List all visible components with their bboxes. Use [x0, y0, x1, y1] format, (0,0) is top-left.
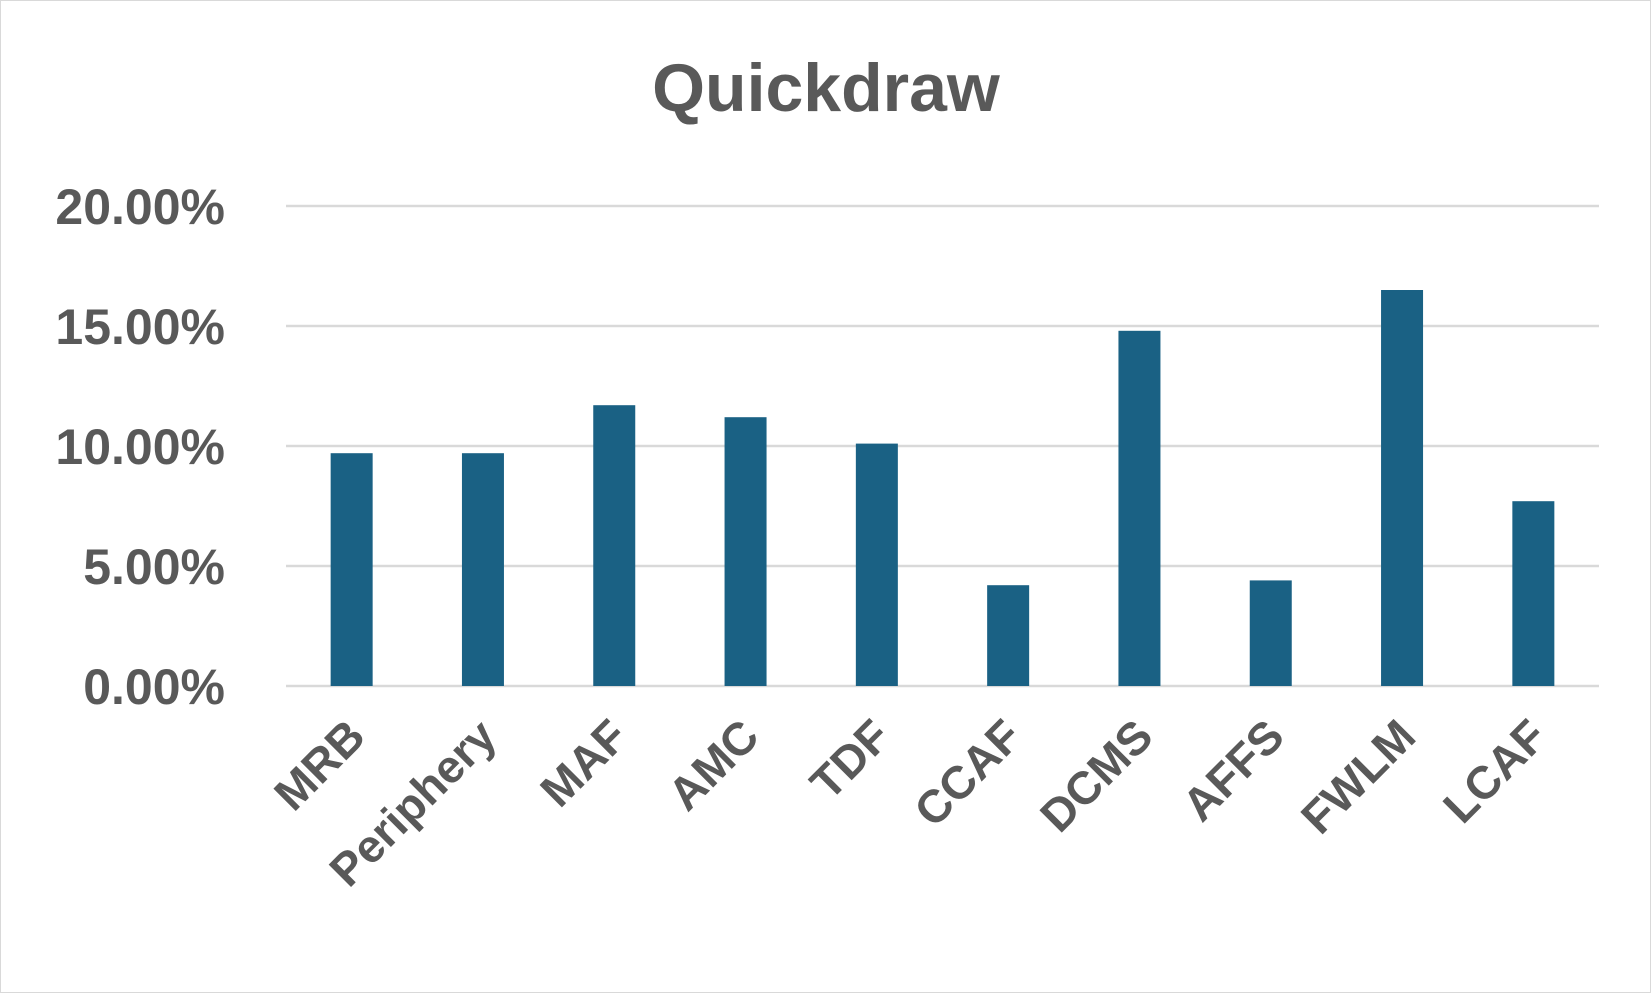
x-tick-label-ccaf: CCAF — [904, 709, 1031, 836]
x-tick-label-fwlm: FWLM — [1291, 709, 1425, 843]
y-tick-label: 5.00% — [83, 539, 225, 595]
y-tick-label: 15.00% — [55, 299, 225, 355]
x-tick-label-amc: AMC — [658, 709, 769, 820]
y-tick-label: 10.00% — [55, 419, 225, 475]
y-tick-label: 0.00% — [83, 659, 225, 715]
x-tick-label-mrb: MRB — [264, 709, 375, 820]
y-axis-tick-labels: 0.00% 5.00% 10.00% 15.00% 20.00% — [55, 179, 225, 715]
bar-lcaf — [1512, 501, 1555, 686]
gridlines — [286, 204, 1599, 688]
bar-amc — [724, 417, 767, 686]
x-tick-label-affs: AFFS — [1172, 709, 1294, 831]
bar-maf — [593, 405, 636, 686]
y-tick-label: 20.00% — [55, 179, 225, 235]
bar-dcms — [1118, 330, 1161, 686]
chart-title: Quickdraw — [652, 50, 1001, 126]
x-tick-label-maf: MAF — [530, 709, 637, 816]
x-tick-label-tdf: TDF — [800, 709, 900, 809]
bars — [330, 290, 1555, 686]
bar-ccaf — [987, 585, 1030, 686]
bar-fwlm — [1381, 290, 1424, 686]
bar-affs — [1249, 580, 1292, 686]
bar-tdf — [855, 443, 898, 686]
bar-mrb — [330, 453, 373, 686]
x-tick-label-lcaf: LCAF — [1433, 709, 1556, 832]
x-tick-label-dcms: DCMS — [1030, 709, 1163, 842]
bar-periphery — [461, 453, 504, 686]
